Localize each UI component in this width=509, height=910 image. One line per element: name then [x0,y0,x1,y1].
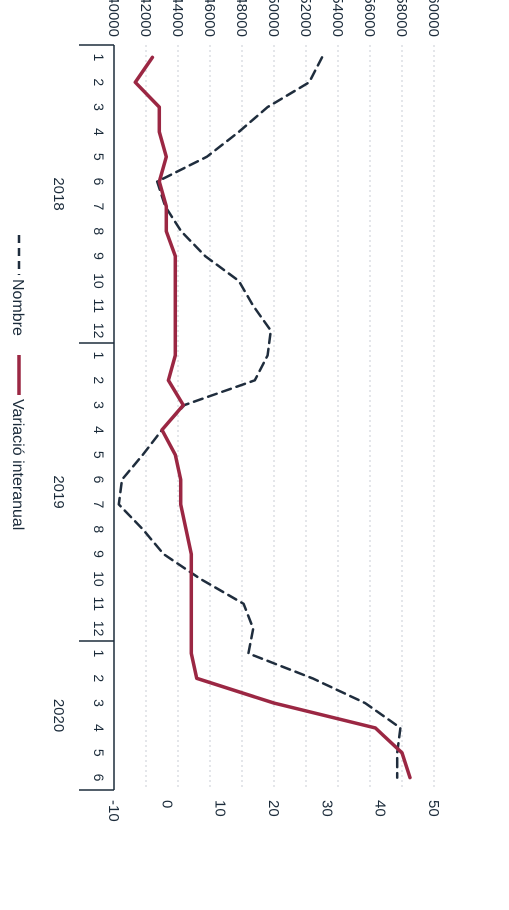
series-line-variacio [133,55,412,780]
x-tick-label: 10 [91,571,107,587]
x-tick-label: 12 [91,621,107,637]
x-tick-label: 4 [91,128,107,136]
x-tick-label: 10 [91,273,107,289]
x-tick-label: 5 [91,749,107,757]
right-y-tick-label: 20 [265,800,282,817]
left-y-tick-label: 54000 [329,0,346,37]
x-tick-label: 8 [91,227,107,235]
right-y-tick-label: 10 [212,800,229,817]
x-tick-label: 6 [91,178,107,186]
gridlines [145,45,435,790]
series-lines [117,55,412,780]
right-y-tick-label: -10 [105,800,122,822]
left-y-tick-label: 60000 [425,0,442,37]
x-tick-label: 6 [91,774,107,782]
x-tick-label: 6 [91,476,107,484]
x-tick-label: 11 [91,298,107,313]
x-tick-label: 1 [91,650,107,658]
x-tick-label: 2 [91,376,107,384]
x-axis: 1234567891011121234567891011121234562018… [50,44,115,791]
legend-label: Nombre [9,279,26,336]
right-y-tick-label: 50 [425,800,442,817]
x-tick-label: 3 [91,401,107,409]
x-tick-label: 9 [91,550,107,558]
x-tick-label: 2 [91,674,107,682]
x-tick-label: 2 [91,78,107,86]
year-label: 2020 [50,699,67,732]
left-y-tick-label: 58000 [393,0,410,37]
year-label: 2018 [50,177,67,210]
right-y-tick-label: 0 [158,800,175,808]
left-y-tick-label: 56000 [361,0,378,37]
left-y-tick-label: 40000 [105,0,122,37]
left-y-tick-label: 46000 [201,0,218,37]
left-y-tick-label: 48000 [233,0,250,37]
x-tick-label: 1 [91,352,107,360]
x-tick-label: 9 [91,252,107,260]
x-tick-label: 4 [91,426,107,434]
x-tick-label: 3 [91,103,107,111]
right-y-axis-ticks: -10 0 10 20 30 40 50 [105,800,442,822]
x-tick-label: 5 [91,153,107,161]
series-line-nombre [117,56,402,779]
left-y-axis-ticks: 40000 42000 44000 46000 48000 50000 52000 54000… [105,0,442,37]
left-y-tick-label: 50000 [265,0,282,37]
x-tick-label: 5 [91,451,107,459]
legend-label: Variació interanual [9,399,26,530]
right-y-tick-label: 40 [372,800,389,817]
x-tick-label: 7 [91,203,107,211]
x-tick-label: 4 [91,724,107,732]
x-tick-label: 3 [91,699,107,707]
left-y-tick-label: 52000 [297,0,314,37]
x-tick-label: 7 [91,501,107,509]
left-y-tick-label: 44000 [169,0,186,37]
x-tick-label: 12 [91,323,107,339]
rotated-plot: 1234567891011121234567891011121234562018… [9,0,442,822]
x-tick-label: 8 [91,525,107,533]
x-tick-label: 11 [91,596,107,611]
x-tick-label: 1 [91,54,107,62]
legend: Nombre Variació interanual [9,235,26,530]
right-y-tick-label: 30 [318,800,335,817]
left-y-tick-label: 42000 [137,0,154,37]
year-label: 2019 [50,475,67,508]
